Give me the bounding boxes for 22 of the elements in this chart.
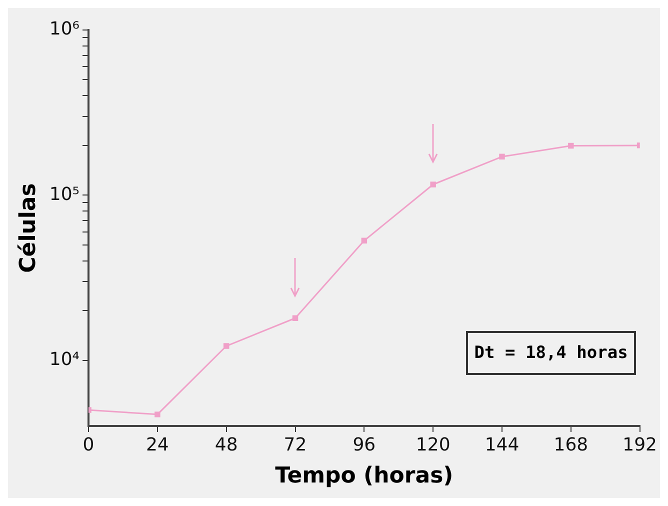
- point: [154, 412, 160, 418]
- x-tick-label: 96: [352, 434, 376, 456]
- point: [499, 154, 505, 160]
- y-tick-label: 10⁶: [49, 18, 80, 40]
- y-tick-label: 10⁵: [49, 184, 80, 205]
- y-axis-title: Células: [16, 183, 41, 273]
- y-tick-label: 10⁴: [49, 348, 80, 370]
- point: [430, 182, 436, 188]
- x-tick-label: 120: [416, 434, 450, 456]
- point: [568, 142, 574, 149]
- x-tick-label: 144: [484, 434, 520, 456]
- x-tick-label: 72: [284, 434, 307, 456]
- point: [361, 238, 368, 244]
- point: [292, 315, 298, 321]
- x-tick-label: 192: [622, 434, 657, 456]
- point: [223, 343, 230, 349]
- x-tick-label: 0: [82, 434, 94, 456]
- x-tick-label: 24: [146, 434, 169, 456]
- x-tick-label: 48: [214, 434, 238, 456]
- annotation: Dt = 18,4 horas: [466, 331, 636, 375]
- x-tick-label: 168: [554, 434, 588, 456]
- x-axis-title: Tempo (horas): [275, 464, 454, 489]
